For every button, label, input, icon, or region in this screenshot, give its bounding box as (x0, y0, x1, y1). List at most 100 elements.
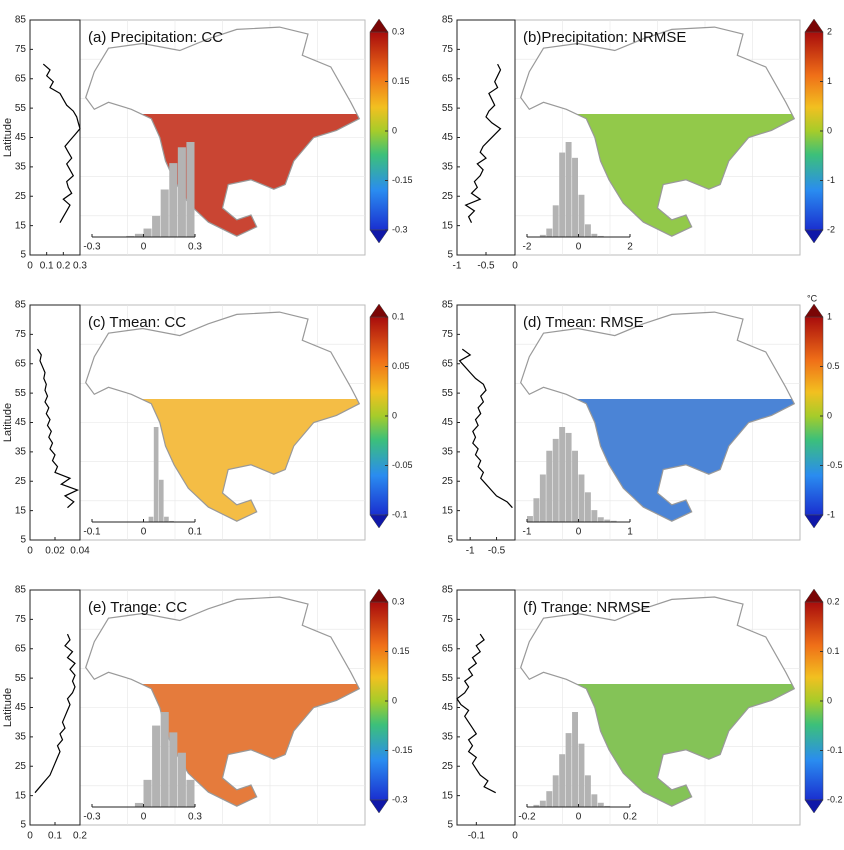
x-tick-label: 0 (27, 261, 33, 272)
panel-title: (b)Precipitation: NRMSE (523, 29, 686, 46)
hist-bar (134, 802, 143, 807)
colorbar-min (369, 799, 389, 814)
x-tick-label: 0 (512, 831, 518, 842)
colorbar-min (804, 799, 824, 814)
profile-frame (29, 304, 81, 541)
colorbar-tick-label: -0.5 (827, 460, 843, 470)
y-tick-label: 85 (442, 300, 454, 311)
y-tick-label: 85 (15, 585, 27, 596)
y-tick-label: 5 (20, 820, 26, 831)
hist-bar (533, 498, 540, 522)
y-tick-label: 45 (442, 417, 454, 428)
y-tick-label: 75 (442, 614, 454, 625)
hist-bar (143, 228, 152, 237)
y-tick-label: 65 (442, 73, 454, 84)
hist-bar (552, 438, 559, 522)
y-tick-label: 15 (442, 790, 454, 801)
hist-tick-label: 0 (141, 812, 147, 823)
x-tick-label: 0.02 (45, 546, 65, 557)
colorbar-tick-label: 0.2 (827, 596, 840, 606)
hist-bar (177, 752, 186, 807)
colorbar-tick-label: -0.1 (392, 509, 408, 519)
panel-title: (d) Tmean: RMSE (523, 314, 644, 331)
colorbar-max (804, 588, 824, 603)
y-tick-label: 85 (15, 300, 27, 311)
colorbar-tick-label: -0.1 (827, 745, 843, 755)
y-tick-label: 35 (15, 732, 27, 743)
hist-bar (591, 794, 598, 807)
profile-line (456, 633, 496, 794)
hist-bar (572, 450, 578, 522)
profile-line (458, 348, 513, 509)
y-tick-label: 85 (442, 15, 454, 26)
hist-bar (597, 235, 604, 237)
x-tick-label: 0 (27, 831, 33, 842)
y-tick-label: 45 (15, 417, 27, 428)
y-tick-label: 15 (442, 220, 454, 231)
x-tick-label: 0.2 (73, 831, 87, 842)
colorbar-tick-label: -0.05 (392, 460, 413, 470)
x-tick-label: 0.2 (56, 261, 70, 272)
colorbar-max (369, 18, 389, 33)
colorbar-tick-label: 0 (827, 410, 832, 420)
y-axis-label: Latitude (2, 688, 14, 727)
hist-bar (597, 802, 604, 807)
y-tick-label: 75 (442, 329, 454, 340)
colorbar-max (369, 303, 389, 318)
coastline (520, 26, 796, 237)
profile-frame (456, 19, 516, 256)
colorbar-tick-label: 0 (392, 125, 397, 135)
colorbar-min (804, 229, 824, 244)
colorbar-tick-label: 0 (827, 695, 832, 705)
hist-tick-label: 2 (627, 242, 633, 253)
x-tick-label: -0.5 (477, 261, 495, 272)
hist-tick-label: -0.3 (83, 242, 101, 253)
hist-bar (546, 228, 553, 237)
hist-bar (610, 520, 617, 522)
hist-bar (539, 234, 546, 237)
y-tick-label: 45 (15, 702, 27, 713)
hist-bar (559, 427, 566, 522)
hist-tick-label: 0.2 (623, 812, 637, 823)
hist-bar (552, 775, 559, 807)
y-tick-label: 75 (442, 44, 454, 55)
y-axis-label: Latitude (2, 118, 14, 157)
y-tick-label: 25 (442, 761, 454, 772)
hist-bar (533, 804, 540, 807)
hist-bar (584, 224, 591, 237)
x-tick-label: -0.1 (468, 831, 486, 842)
colorbar-tick-label: 0.1 (827, 646, 840, 656)
y-tick-label: 75 (15, 329, 27, 340)
y-tick-label: 15 (15, 505, 27, 516)
panel-title: (e) Trange: CC (88, 599, 187, 616)
panel-title: (a) Precipitation: CC (88, 29, 223, 46)
hist-bar (578, 194, 585, 237)
y-tick-label: 25 (15, 191, 27, 202)
hist-bar (565, 142, 572, 237)
y-tick-label: 65 (15, 73, 27, 84)
hist-bar (177, 147, 186, 237)
y-tick-label: 35 (442, 162, 454, 173)
hist-tick-label: -0.2 (518, 812, 536, 823)
hist-bar (126, 235, 135, 237)
y-tick-label: 25 (15, 476, 27, 487)
colorbar-tick-label: -0.2 (827, 794, 843, 804)
hist-bar (584, 775, 591, 807)
hist-bar (565, 432, 572, 522)
colorbar-tick-label: -0.3 (392, 794, 408, 804)
colorbar-tick-label: 1 (827, 76, 832, 86)
y-tick-label: 55 (15, 388, 27, 399)
profile-frame (456, 304, 516, 541)
hist-bar (597, 517, 604, 522)
hist-bar (559, 152, 566, 237)
hist-bar (578, 743, 585, 807)
hist-tick-label: -0.1 (83, 527, 101, 538)
y-tick-label: 35 (15, 447, 27, 458)
x-tick-label: -0.5 (488, 546, 506, 557)
colorbar-tick-label: 0 (392, 695, 397, 705)
hist-bar (572, 157, 578, 237)
hist-bar (565, 733, 572, 807)
hist-bar (572, 712, 578, 807)
x-tick-label: 0.1 (40, 261, 54, 272)
y-tick-label: 25 (442, 191, 454, 202)
